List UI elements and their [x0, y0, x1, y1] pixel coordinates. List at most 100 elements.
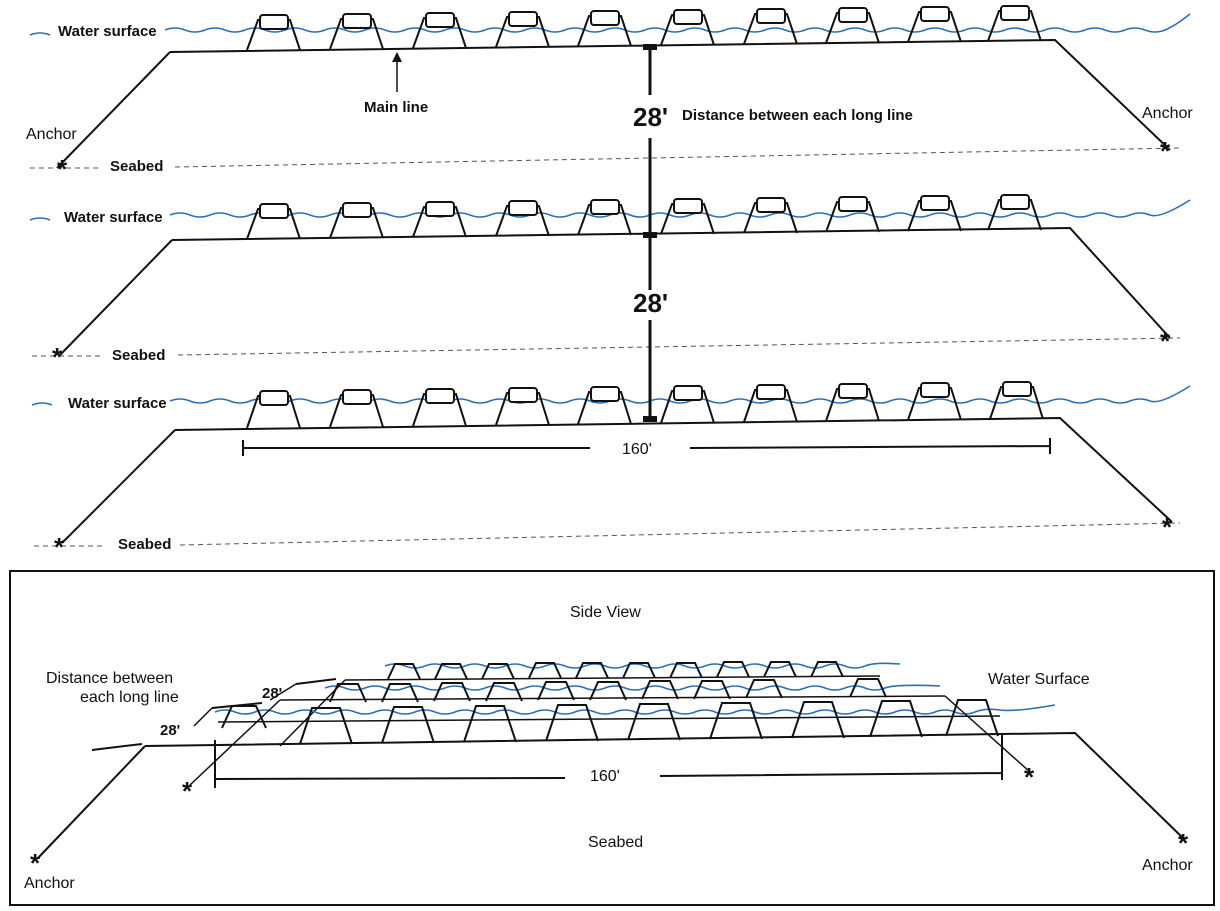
dimension-cap-icon — [643, 232, 657, 238]
side-longline-middle — [279, 678, 946, 747]
water-surface-wave-left — [29, 32, 51, 36]
cage-10 — [987, 5, 1042, 42]
cage-group — [246, 5, 1042, 51]
cage-6 — [660, 198, 715, 235]
cage-6 — [660, 9, 715, 46]
anchor-icon-right: * — [1162, 512, 1173, 542]
anchor-label-left: Anchor — [26, 126, 77, 143]
seabed-label: Seabed — [112, 347, 165, 364]
side-view: Side View — [9, 570, 1215, 906]
water-surface-wave — [169, 385, 1191, 404]
spacing-caption-line1: Distance between — [46, 670, 173, 687]
cage-1 — [246, 390, 301, 429]
cage-7 — [743, 8, 798, 45]
cage-group — [246, 381, 1044, 429]
main-line — [171, 226, 1171, 339]
water-surface-wave-left — [31, 402, 53, 406]
length-dimension-line — [214, 733, 1003, 788]
cage — [693, 680, 731, 700]
cage-5 — [577, 10, 632, 47]
spacing-value-label: 28' — [633, 288, 668, 318]
cage-10 — [987, 194, 1042, 231]
anchor-icon-left: * — [57, 154, 68, 184]
main-line — [217, 715, 1001, 723]
length-label: 160' — [590, 768, 620, 785]
seabed-label: Seabed — [110, 158, 163, 175]
longline-row-2: Water surface Seabed * * — [29, 194, 1191, 372]
cage-group — [246, 194, 1042, 240]
cage — [945, 699, 999, 737]
dimension-cap-icon — [643, 44, 657, 50]
cage-group — [221, 699, 999, 745]
anchor-icon-left: * — [52, 342, 63, 372]
cage-group — [329, 678, 887, 703]
cage-1 — [246, 14, 301, 51]
anchor-line-middle — [189, 699, 281, 786]
water-surface-label: Water Surface — [988, 671, 1090, 688]
water-surface-label: Water surface — [58, 23, 157, 40]
cage — [622, 662, 656, 679]
cage-4 — [495, 387, 550, 426]
cage — [627, 703, 681, 741]
cage — [849, 678, 887, 698]
spacing-leader — [193, 683, 297, 727]
cage — [669, 662, 703, 679]
main-line — [174, 416, 1173, 523]
water-surface-wave — [164, 13, 1191, 33]
cage — [528, 662, 562, 679]
cage — [485, 682, 523, 702]
longline-row-1: Water surface Seabed Anchor Anchor * * — [26, 5, 1193, 184]
spacing-dimension: 28' Distance between each long line 28' — [633, 44, 913, 422]
cage-9 — [907, 195, 962, 232]
cage — [763, 661, 797, 678]
length-label: 160' — [622, 441, 652, 458]
cage-4 — [495, 200, 550, 237]
cage-4 — [495, 11, 550, 48]
anchor-line-left — [56, 51, 171, 169]
cage-9 — [907, 6, 962, 43]
cage-1 — [246, 203, 301, 240]
seabed-label: Seabed — [118, 536, 171, 553]
main-line — [169, 38, 1171, 151]
cage-8 — [825, 383, 880, 422]
anchor-label-right: Anchor — [1142, 857, 1193, 874]
anchor-icon: * — [1024, 762, 1035, 792]
cage — [481, 663, 515, 680]
cage — [869, 700, 923, 738]
cage — [381, 683, 419, 703]
side-view-frame — [9, 570, 1215, 906]
side-view-title: Side View — [570, 604, 641, 621]
water-surface-wave — [324, 684, 941, 691]
water-surface-label: Water surface — [68, 395, 167, 412]
spacing-value-label: 28' — [160, 722, 180, 739]
anchor-line-right — [944, 695, 1031, 773]
cage — [434, 663, 468, 680]
anchor-icon: * — [182, 776, 193, 806]
cage — [745, 679, 783, 699]
anchor-label-left: Anchor — [24, 875, 75, 892]
anchor-line-left — [59, 239, 173, 356]
dimension-cap-icon — [643, 416, 657, 422]
water-surface-wave — [169, 199, 1191, 218]
cage-5 — [577, 386, 632, 425]
side-longline-back — [344, 661, 901, 681]
cage-8 — [825, 196, 880, 233]
cage — [589, 681, 627, 701]
water-surface-wave — [214, 704, 1056, 715]
cage — [299, 707, 353, 745]
seabed-line — [32, 337, 1181, 357]
seabed-line — [34, 522, 1181, 547]
cage-2 — [329, 202, 384, 239]
seabed-label: Seabed — [588, 834, 643, 851]
anchor-icon-left: * — [54, 532, 65, 562]
cage-2 — [329, 389, 384, 428]
anchor-line-left — [61, 429, 176, 544]
spacing-tick — [295, 678, 337, 685]
cage — [791, 701, 845, 739]
cage — [537, 681, 575, 701]
cage — [810, 661, 844, 678]
cage — [463, 705, 517, 743]
arrow-head-icon — [392, 52, 402, 62]
cage-5 — [577, 199, 632, 236]
